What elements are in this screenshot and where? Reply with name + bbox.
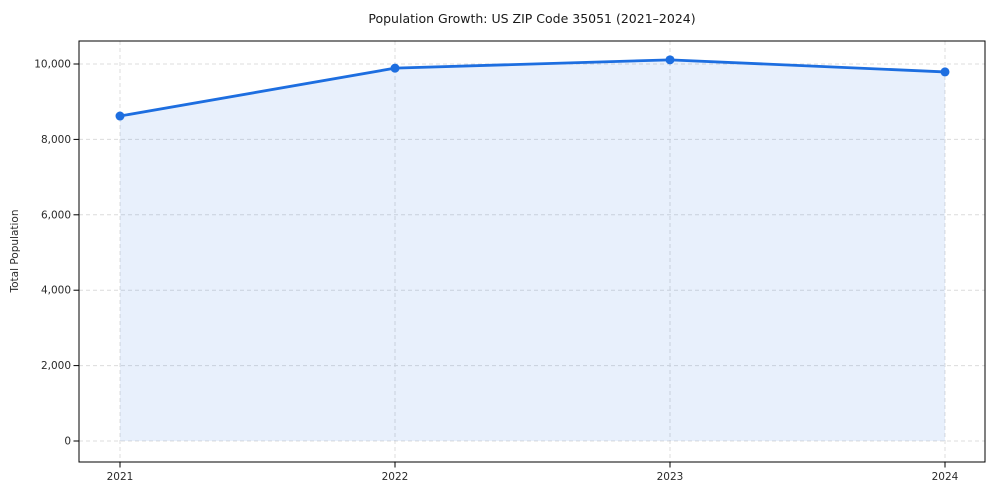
area-fill (120, 59, 945, 442)
chart-title: Population Growth: US ZIP Code 35051 (20… (368, 11, 695, 26)
data-point-marker (115, 111, 125, 121)
series-line (118, 58, 947, 118)
tick-layer: 0 2,000 4,000 6,000 8,000 10,000 2021 2022 2023 2… (34, 59, 958, 484)
data-point-marker (940, 67, 950, 77)
plot-layer (115, 55, 950, 442)
y-tick-label: 8,000 (41, 134, 71, 146)
y-tick-label: 0 (64, 436, 71, 448)
x-tick-label: 2021 (107, 471, 134, 483)
y-tick-label: 6,000 (41, 209, 71, 221)
axes-frame (78, 40, 986, 463)
data-point-marker (390, 63, 400, 73)
y-axis-label: Total Population (9, 209, 21, 293)
data-point-marker (665, 55, 675, 65)
x-tick-label: 2022 (382, 471, 409, 483)
axes-frame-layer (78, 40, 986, 463)
x-tick-label: 2024 (932, 471, 959, 483)
y-tick-label: 10,000 (34, 59, 71, 71)
x-tick-label: 2023 (657, 471, 684, 483)
y-tick-label: 2,000 (41, 360, 71, 372)
y-tick-label: 4,000 (41, 285, 71, 297)
gridlines-layer (79, 41, 985, 462)
